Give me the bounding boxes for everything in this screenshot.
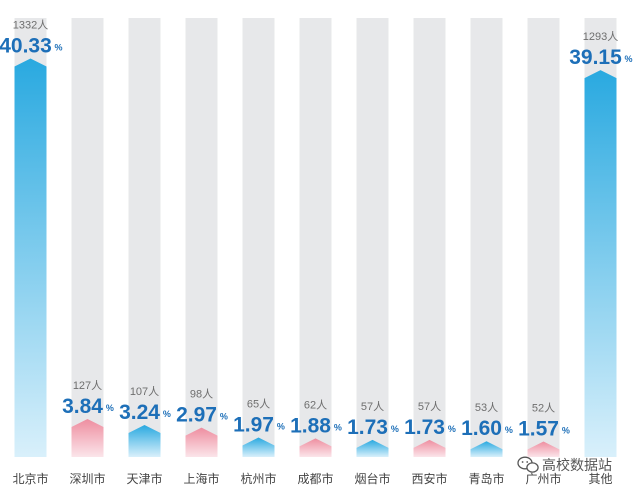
percent-symbol: % bbox=[448, 424, 456, 434]
percent-label: 40.33 bbox=[0, 35, 52, 58]
percent-label: 1.73 bbox=[347, 416, 388, 439]
count-label: 1293人 bbox=[583, 30, 618, 43]
count-label: 98人 bbox=[190, 388, 213, 401]
bar-track bbox=[356, 18, 389, 457]
percent-symbol: % bbox=[55, 43, 63, 53]
category-label: 天津市 bbox=[126, 471, 162, 486]
bar-track bbox=[299, 18, 332, 457]
bar-track bbox=[128, 18, 161, 457]
category-label: 上海市 bbox=[183, 471, 219, 486]
category-label: 成都市 bbox=[297, 471, 333, 486]
bar bbox=[356, 439, 389, 457]
category-label: 广州市 bbox=[525, 471, 561, 486]
category-label: 西安市 bbox=[411, 471, 447, 486]
count-label: 107人 bbox=[130, 385, 159, 398]
bar-track bbox=[413, 18, 446, 457]
percent-label: 39.15 bbox=[569, 46, 622, 69]
percent-label: 1.57 bbox=[518, 417, 559, 440]
percent-symbol: % bbox=[220, 412, 228, 422]
count-label: 57人 bbox=[418, 400, 441, 413]
percent-label: 3.24 bbox=[119, 401, 160, 424]
count-label: 52人 bbox=[532, 401, 555, 414]
percent-label: 1.97 bbox=[233, 414, 274, 437]
count-label: 1332人 bbox=[13, 19, 48, 32]
percent-label: 1.60 bbox=[461, 417, 502, 440]
category-label: 其他 bbox=[588, 472, 612, 486]
bar bbox=[128, 424, 161, 457]
percent-label: 1.88 bbox=[290, 414, 331, 437]
percent-label: 1.73 bbox=[404, 416, 445, 439]
percent-symbol: % bbox=[106, 403, 114, 413]
bar bbox=[14, 58, 47, 457]
category-label: 杭州市 bbox=[240, 471, 276, 486]
category-label: 北京市 bbox=[12, 471, 48, 486]
count-label: 53人 bbox=[475, 401, 498, 414]
percent-symbol: % bbox=[505, 425, 513, 435]
category-label: 烟台市 bbox=[354, 471, 390, 486]
watermark-text: 高校数据站 bbox=[542, 457, 612, 474]
percent-symbol: % bbox=[277, 422, 285, 432]
count-label: 62人 bbox=[304, 398, 327, 411]
category-label: 青岛市 bbox=[468, 471, 504, 486]
bars bbox=[14, 58, 617, 458]
wechat-icon bbox=[517, 456, 539, 473]
bar-track bbox=[185, 18, 218, 457]
bar bbox=[185, 427, 218, 457]
percent-symbol: % bbox=[625, 54, 633, 64]
count-label: 127人 bbox=[73, 379, 102, 392]
bar bbox=[71, 419, 104, 457]
bar-track bbox=[527, 18, 560, 457]
count-label: 57人 bbox=[361, 400, 384, 413]
percent-symbol: % bbox=[163, 409, 171, 419]
bar bbox=[527, 441, 560, 457]
watermark: 高校数据站 bbox=[517, 456, 612, 474]
percent-symbol: % bbox=[562, 425, 570, 435]
x-axis-labels: 北京市 深圳市 天津市 上海市 杭州市 成都市 烟台市 西安市 青岛市 广州市 其他 bbox=[12, 471, 612, 486]
bar-track bbox=[470, 18, 503, 457]
bar-track bbox=[71, 18, 104, 457]
count-label: 65人 bbox=[247, 398, 270, 411]
percent-symbol: % bbox=[391, 424, 399, 434]
bar bbox=[299, 438, 332, 457]
value-labels: 1332人 40.33 % 127人 3.84 % 107人 3.24 % 98人 2.97 % 65人… bbox=[0, 19, 633, 441]
percent-symbol: % bbox=[334, 422, 342, 432]
bar bbox=[413, 439, 446, 457]
category-label: 深圳市 bbox=[69, 471, 105, 486]
bar bbox=[584, 70, 617, 458]
bar bbox=[470, 441, 503, 457]
percent-label: 2.97 bbox=[176, 404, 217, 427]
percent-label: 3.84 bbox=[62, 395, 103, 418]
bar bbox=[242, 437, 275, 457]
bar-track bbox=[242, 18, 275, 457]
bar-tracks bbox=[14, 18, 617, 457]
